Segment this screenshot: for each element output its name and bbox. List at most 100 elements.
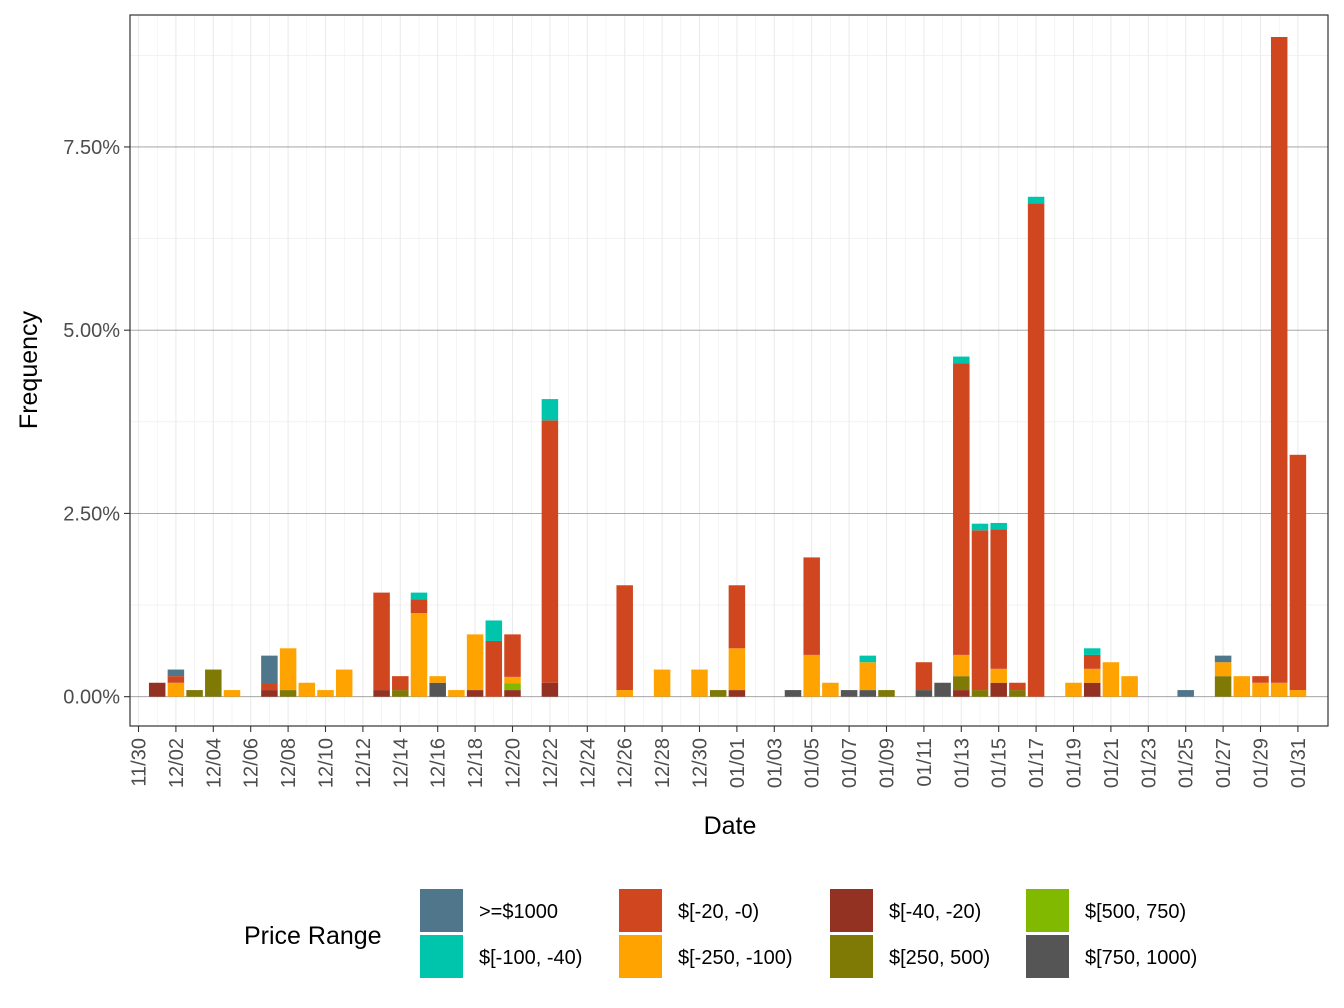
legend-label-r250_500: $[250, 500) <box>889 947 990 969</box>
legend-label-neg20_0: $[-20, -0) <box>678 901 759 923</box>
bar-segment-neg250_100 <box>317 690 334 697</box>
bar-segment-neg100_40 <box>1083 648 1101 655</box>
bar-segment-neg250_100 <box>953 654 970 677</box>
bar-segment-neg40_20 <box>990 682 1007 697</box>
bar-segment-neg40_20 <box>261 690 278 697</box>
bar-segment-neg250_100 <box>1083 668 1101 683</box>
x-tick-label: 12/06 <box>241 738 263 788</box>
x-tick-label: 12/16 <box>428 738 450 788</box>
bar-segment-neg20_0 <box>990 529 1007 669</box>
legend-swatch-r750_1000 <box>1026 935 1069 978</box>
x-tick-label: 12/18 <box>465 738 487 788</box>
bar-segment-neg20_0 <box>410 599 428 614</box>
bar-segment-r250_500 <box>953 676 970 691</box>
bar-segment-neg250_100 <box>1102 662 1120 697</box>
legend-swatch-neg250_100 <box>619 935 662 978</box>
bar-segment-neg40_20 <box>504 690 521 697</box>
bar-segment-neg40_20 <box>148 682 166 697</box>
legend-label-neg40_20: $[-40, -20) <box>889 901 981 923</box>
x-tick-label: 01/11 <box>914 738 936 787</box>
bar-segment-neg20_0 <box>953 363 970 655</box>
legend-swatch-neg100_40 <box>420 935 463 978</box>
bar-segment-r750_1000 <box>859 690 877 697</box>
y-axis-title: Frequency <box>15 310 43 429</box>
bar-segment-neg250_100 <box>1270 682 1288 697</box>
legend-swatch-r500_750 <box>1026 889 1069 932</box>
minor-gridlines <box>130 15 1328 726</box>
x-tick-label: 11/30 <box>129 738 151 787</box>
x-tick-label: 12/30 <box>690 738 712 788</box>
x-tick-label: 01/21 <box>1101 738 1123 788</box>
bar-segment-neg250_100 <box>1252 682 1269 697</box>
bar-segment-neg20_0 <box>1083 654 1101 669</box>
bar-segment-neg20_0 <box>1027 203 1045 697</box>
bar-segment-neg250_100 <box>728 648 746 691</box>
bar-segment-neg100_40 <box>410 592 428 600</box>
x-tick-label: 12/04 <box>203 738 225 788</box>
y-tick-label: 7.50% <box>63 137 120 159</box>
bar-segment-r250_500 <box>392 690 409 697</box>
bar-segment-neg250_100 <box>1233 676 1251 697</box>
bar-segment-r250_500 <box>186 690 203 697</box>
legend: Price Range >=$1000 $[-100, -40) $[-20, -0… <box>244 889 1197 978</box>
bar-segment-neg250_100 <box>1121 676 1138 697</box>
bar-segment-neg250_100 <box>335 669 353 697</box>
x-tick-label: 01/13 <box>951 738 973 788</box>
bar-segment-ge1000 <box>1214 655 1232 663</box>
y-tick-label: 2.50% <box>63 503 120 525</box>
bar-segment-neg20_0 <box>373 592 390 691</box>
bar-segment-neg20_0 <box>504 634 521 677</box>
bar-segment-neg20_0 <box>1289 454 1307 691</box>
x-tick-label: 01/27 <box>1213 738 1235 788</box>
bar-series <box>148 36 1307 697</box>
bar-segment-r250_500 <box>1214 676 1232 697</box>
x-axis: 11/30 12/02 12/04 12/06 12/08 12/10 12/12 12/14… <box>129 726 1310 788</box>
bar-segment-neg100_40 <box>541 399 559 421</box>
bar-segment-r750_1000 <box>784 690 802 697</box>
y-axis: 0.00% 2.50% 5.00% 7.50% <box>63 137 130 709</box>
legend-items: >=$1000 $[-100, -40) $[-20, -0) $[-250, -10… <box>420 889 1197 978</box>
bar-segment-neg250_100 <box>466 634 484 691</box>
bar-segment-neg250_100 <box>691 669 708 697</box>
bar-segment-neg250_100 <box>410 613 428 697</box>
legend-swatch-neg20_0 <box>619 889 662 932</box>
legend-label-neg100_40: $[-100, -40) <box>479 947 582 969</box>
bar-segment-ge1000 <box>167 669 185 677</box>
bar-segment-neg100_40 <box>953 356 970 364</box>
bar-segment-neg40_20 <box>1083 682 1101 697</box>
bar-segment-neg250_100 <box>223 690 241 697</box>
bar-segment-r750_1000 <box>840 690 858 697</box>
bar-segment-neg100_40 <box>990 522 1007 530</box>
bar-segment-neg100_40 <box>485 620 503 641</box>
x-tick-label: 01/01 <box>727 738 749 788</box>
x-tick-label: 01/25 <box>1176 738 1198 788</box>
bar-segment-neg40_20 <box>541 682 559 697</box>
x-tick-label: 12/12 <box>353 738 375 788</box>
bar-segment-neg250_100 <box>448 690 465 697</box>
bar-segment-r750_1000 <box>429 682 446 697</box>
bar-segment-r250_500 <box>971 690 989 697</box>
legend-title: Price Range <box>244 922 382 950</box>
bar-segment-neg20_0 <box>915 662 933 691</box>
x-tick-label: 12/22 <box>540 738 562 788</box>
x-tick-label: 12/10 <box>316 738 338 788</box>
legend-swatch-ge1000 <box>420 889 463 932</box>
bar-segment-ge1000 <box>261 655 278 684</box>
legend-label-r500_750: $[500, 750) <box>1085 901 1186 923</box>
legend-swatch-r250_500 <box>830 935 873 978</box>
plot-border <box>129 14 1329 727</box>
bar-segment-r250_500 <box>878 690 895 697</box>
bar-segment-neg20_0 <box>1270 36 1288 683</box>
bar-segment-ge1000 <box>1177 690 1194 697</box>
x-tick-label: 12/20 <box>503 738 525 788</box>
bar-segment-neg20_0 <box>392 676 409 691</box>
bar-segment-neg20_0 <box>261 683 278 691</box>
x-tick-label: 12/14 <box>390 738 412 788</box>
legend-label-neg250_100: $[-250, -100) <box>678 947 793 969</box>
x-tick-label: 01/05 <box>802 738 824 788</box>
bar-segment-r250_500 <box>279 690 297 697</box>
x-tick-label: 12/26 <box>615 738 637 788</box>
x-tick-label: 01/23 <box>1138 738 1160 788</box>
bar-segment-neg20_0 <box>728 585 746 649</box>
